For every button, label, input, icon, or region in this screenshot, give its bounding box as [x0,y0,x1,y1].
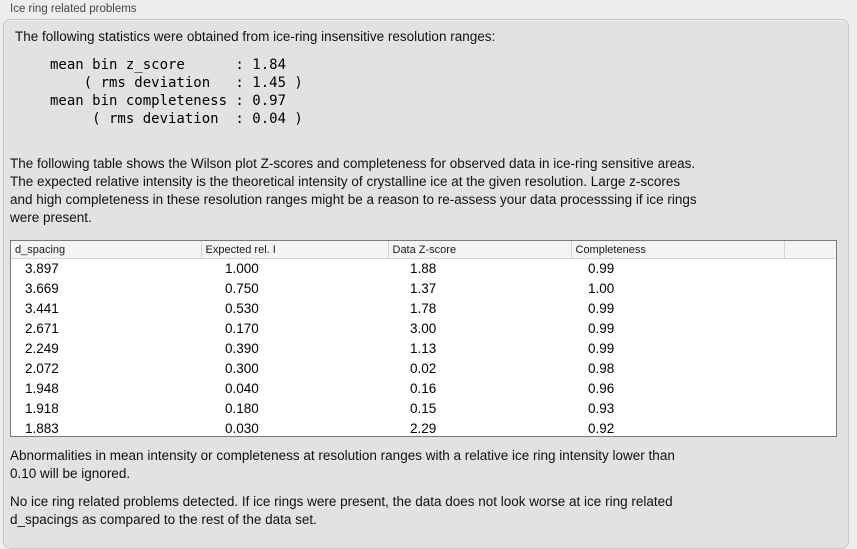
ice-ring-table[interactable]: d_spacing Expected rel. I Data Z-score C… [10,240,837,437]
table-cell [784,299,836,319]
table-row[interactable]: 2.249 0.390 1.13 0.99 [11,339,836,359]
column-header-data-z-score[interactable]: Data Z-score [387,241,571,259]
table-cell [784,379,836,399]
stat-line: mean bin z_score : 1.84 [50,57,287,73]
table-cell: 0.98 [588,360,615,376]
stat-line: mean bin completeness : 0.97 [50,93,287,109]
table-cell: 3.00 [410,320,437,336]
table-row[interactable]: 3.897 1.000 1.88 0.99 [11,258,836,279]
table-header-row: d_spacing Expected rel. I Data Z-score C… [11,241,836,259]
intro-text: The following statistics were obtained f… [15,29,496,44]
table-row[interactable]: 2.671 0.170 3.00 0.99 [11,319,836,339]
column-header-blank [783,241,836,259]
description-line: The following table shows the Wilson plo… [10,156,696,171]
table-cell [784,359,836,379]
column-header-completeness[interactable]: Completeness [570,241,784,259]
ignore-threshold-note: Abnormalities in mean intensity or compl… [10,447,675,483]
table-cell [784,279,836,299]
table-cell: 0.92 [588,420,615,436]
table-cell: 0.170 [225,320,259,336]
table-cell: 1.000 [225,260,259,276]
table-body: 3.897 1.000 1.88 0.99 3.669 0.750 1.37 1.00 3.44… [11,258,836,437]
table-cell: 1.918 [25,400,59,416]
table-cell [784,419,836,437]
table-cell: 2.249 [25,340,59,356]
stat-line: ( rms deviation : 0.04 ) [50,111,303,127]
table-cell: 1.00 [588,280,615,296]
table-cell: 1.13 [410,340,437,356]
description-line: The expected relative intensity is the t… [10,174,681,189]
description-line: and high completeness in these resolutio… [10,192,697,207]
note-line: d_spacings as compared to the rest of th… [10,512,317,527]
table-cell [784,399,836,419]
conclusion-note: No ice ring related problems detected. I… [10,493,673,529]
table-cell: 0.530 [225,300,259,316]
column-header-d-spacing[interactable]: d_spacing [11,241,201,259]
group-box-title: Ice ring related problems [10,3,137,15]
table-cell: 3.669 [25,280,59,296]
table-cell: 1.948 [25,380,59,396]
table-cell: 0.02 [410,360,437,376]
note-line: Abnormalities in mean intensity or compl… [10,448,675,463]
table-row[interactable]: 2.072 0.300 0.02 0.98 [11,359,836,379]
table-cell: 0.99 [588,300,615,316]
table-cell: 0.300 [225,360,259,376]
note-line: No ice ring related problems detected. I… [10,494,673,509]
table-cell: 0.030 [225,420,259,436]
table-cell: 1.88 [410,260,437,276]
table-cell: 2.671 [25,320,59,336]
table-cell [784,339,836,359]
table-row[interactable]: 3.441 0.530 1.78 0.99 [11,299,836,319]
table-cell: 0.750 [225,280,259,296]
table-cell [784,319,836,339]
table-cell: 0.99 [588,260,615,276]
table-row[interactable]: 1.918 0.180 0.15 0.93 [11,399,836,419]
table-cell: 0.15 [410,400,437,416]
table-description: The following table shows the Wilson plo… [10,155,697,227]
table-cell [784,258,836,279]
table-cell: 3.441 [25,300,59,316]
table-cell: 1.883 [25,420,59,436]
table-cell: 0.390 [225,340,259,356]
table-row[interactable]: 1.948 0.040 0.16 0.96 [11,379,836,399]
table-cell: 2.29 [410,420,437,436]
table-cell: 1.37 [410,280,437,296]
description-line: were present. [10,210,92,225]
table-cell: 0.16 [410,380,437,396]
column-header-expected-rel-i[interactable]: Expected rel. I [200,241,388,259]
table-cell: 0.93 [588,400,615,416]
note-line: 0.10 will be ignored. [10,466,131,481]
table-row[interactable]: 1.883 0.030 2.29 0.92 [11,419,836,437]
table-cell: 1.78 [410,300,437,316]
stats-block: mean bin z_score : 1.84 ( rms deviation … [50,56,303,128]
table-cell: 2.072 [25,360,59,376]
table-cell: 0.99 [588,340,615,356]
table-cell: 0.040 [225,380,259,396]
stat-line: ( rms deviation : 1.45 ) [50,75,303,91]
table-cell: 0.99 [588,320,615,336]
table-cell: 0.180 [225,400,259,416]
table-cell: 0.96 [588,380,615,396]
ice-ring-data-grid: d_spacing Expected rel. I Data Z-score C… [11,241,836,437]
table-cell: 3.897 [25,260,59,276]
table-row[interactable]: 3.669 0.750 1.37 1.00 [11,279,836,299]
